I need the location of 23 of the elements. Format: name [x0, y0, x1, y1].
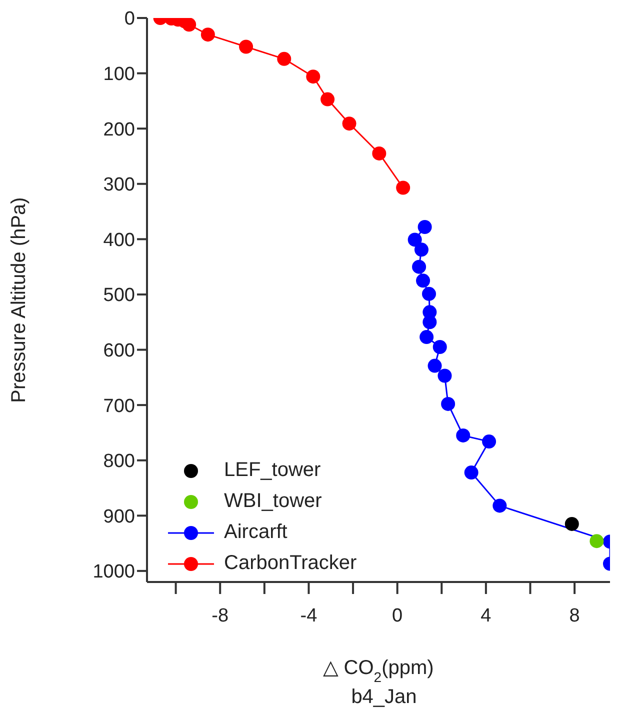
y-tick-label: 200 [103, 119, 135, 140]
x-tick-label: -4 [300, 605, 318, 626]
text: b4_Jan [350, 686, 418, 709]
legend-label: CarbonTracker [224, 552, 357, 575]
x-axis-title: △ CO$_{2}$(ppm) [323, 657, 434, 685]
y-tick-label: 900 [103, 506, 135, 528]
y-tick-label: 800 [103, 451, 135, 472]
x-tick-label: -8 [212, 605, 229, 626]
y-tick-label: 400 [103, 230, 135, 251]
y-tick-label: 0 [124, 8, 135, 30]
y-tick-label: 500 [103, 285, 135, 306]
y-tick-label: 600 [103, 340, 135, 362]
y-tick-label: 700 [103, 396, 135, 417]
legend-label: LEF_tower [224, 459, 321, 482]
legend-label: WBI_tower [224, 490, 322, 513]
y-axis-title: Pressure Altitude (hPa) [8, 197, 30, 403]
x-tick-label: 4 [480, 605, 492, 626]
legend-label: Aircarft [224, 521, 288, 544]
y-tick-label: 1000 [92, 562, 135, 583]
y-tick-label: 100 [103, 64, 135, 86]
x-tick-label: 8 [569, 605, 580, 626]
y-tick-label: 300 [103, 174, 135, 196]
x-tick-label: 0 [392, 605, 403, 626]
